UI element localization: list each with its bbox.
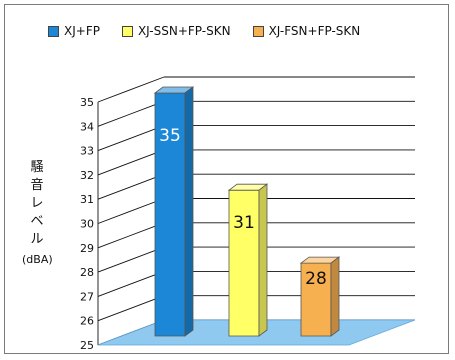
bar-data-label: 28 (305, 269, 327, 289)
y-axis-unit: (dBA) (22, 253, 53, 266)
bar-front-face (228, 189, 260, 337)
legend-swatch-2 (121, 25, 133, 37)
gridline-depth (97, 270, 165, 297)
bar-data-label: 31 (233, 213, 255, 233)
y-tick-label: 27 (80, 290, 94, 303)
legend-swatch-1 (48, 25, 59, 37)
bar-side-face (184, 86, 194, 337)
legend-label-3: XJ-FSN+FP-SKN (268, 24, 361, 38)
y-tick-label: 34 (80, 120, 94, 133)
y-tick-label: 26 (80, 315, 94, 328)
y-tick-label: 30 (80, 218, 94, 231)
y-tick-label: 29 (80, 242, 94, 255)
y-tick-label: 28 (80, 266, 94, 279)
bar-side-face (330, 256, 340, 337)
y-tick-label: 32 (80, 169, 94, 182)
y-axis-label-char: 騒 (30, 160, 44, 175)
gridline-depth (97, 222, 165, 249)
y-axis-label-char: ル (30, 232, 44, 247)
legend-entry-3: XJ-FSN+FP-SKN (252, 24, 361, 38)
bar-side-face (258, 183, 268, 337)
gridline-depth (97, 295, 165, 322)
legend-entry-2: XJ-SSN+FP-SKN (121, 24, 231, 38)
gridline-depth (97, 246, 165, 273)
y-tick-label: 35 (80, 96, 94, 109)
legend-label-2: XJ-SSN+FP-SKN (137, 24, 231, 38)
bar-data-label: 35 (159, 126, 181, 146)
gridline-depth (97, 76, 165, 103)
y-axis-label-char: 音 (30, 178, 44, 193)
y-tick-label: 31 (80, 193, 94, 206)
bar-3: 28 (299, 256, 341, 337)
y-axis-label: 騒 音 レ ベ ル (dBA) (22, 159, 53, 269)
y-axis-label-char: レ (30, 196, 44, 211)
gridline-depth (97, 149, 165, 176)
gridline-depth (97, 125, 165, 152)
legend-swatch-3 (252, 25, 264, 37)
legend: XJ+FP XJ-SSN+FP-SKN XJ-FSN+FP-SKN (48, 21, 382, 41)
gridline-depth (97, 173, 165, 200)
legend-label-1: XJ+FP (64, 24, 100, 38)
bar-2: 31 (227, 183, 269, 337)
legend-entry-1: XJ+FP (48, 24, 100, 38)
gridline-depth (97, 198, 165, 224)
y-tick-label: 25 (80, 339, 94, 352)
bar-1: 35 (153, 86, 195, 337)
y-axis-label-char: ベ (30, 214, 44, 229)
gridline-depth (97, 100, 165, 127)
y-tick-label: 33 (80, 145, 94, 158)
